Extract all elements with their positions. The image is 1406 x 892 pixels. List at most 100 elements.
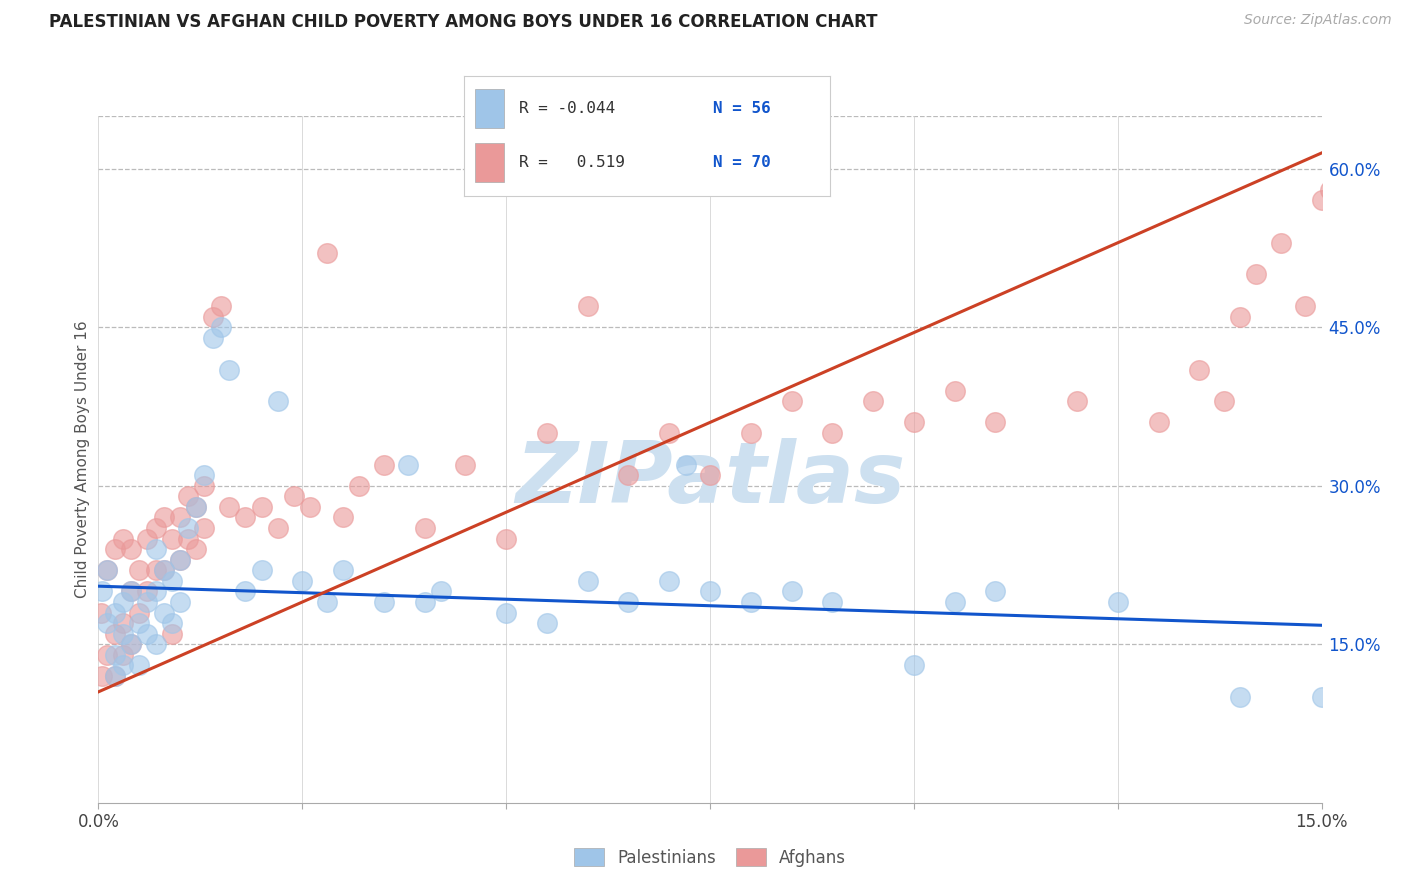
Point bbox=[145, 584, 167, 599]
Point bbox=[413, 521, 436, 535]
Point bbox=[128, 606, 150, 620]
Point bbox=[1229, 310, 1251, 324]
Point bbox=[495, 606, 517, 620]
Text: N = 70: N = 70 bbox=[713, 155, 770, 170]
Point bbox=[430, 584, 453, 599]
Point bbox=[96, 616, 118, 631]
Point bbox=[104, 626, 127, 640]
Point bbox=[315, 595, 337, 609]
Point bbox=[120, 542, 142, 557]
Point bbox=[111, 658, 134, 673]
Text: ZIPatlas: ZIPatlas bbox=[515, 439, 905, 522]
Point bbox=[1188, 362, 1211, 376]
Point bbox=[576, 574, 599, 588]
Point bbox=[152, 606, 174, 620]
Point bbox=[740, 425, 762, 440]
Point bbox=[136, 626, 159, 640]
Point bbox=[169, 510, 191, 524]
FancyBboxPatch shape bbox=[475, 144, 505, 182]
Point bbox=[984, 584, 1007, 599]
Point bbox=[209, 299, 232, 313]
Point bbox=[1246, 268, 1268, 282]
Point bbox=[1212, 394, 1234, 409]
Point bbox=[250, 563, 273, 577]
Point bbox=[169, 595, 191, 609]
Point bbox=[267, 521, 290, 535]
Point bbox=[111, 595, 134, 609]
Point bbox=[233, 510, 256, 524]
Point bbox=[128, 563, 150, 577]
Point bbox=[862, 394, 884, 409]
Point bbox=[1107, 595, 1129, 609]
Point bbox=[780, 394, 803, 409]
Text: PALESTINIAN VS AFGHAN CHILD POVERTY AMONG BOYS UNDER 16 CORRELATION CHART: PALESTINIAN VS AFGHAN CHILD POVERTY AMON… bbox=[49, 13, 877, 31]
Point bbox=[332, 510, 354, 524]
Point bbox=[91, 584, 114, 599]
Point bbox=[160, 574, 183, 588]
Point bbox=[90, 606, 112, 620]
Point bbox=[111, 626, 134, 640]
Point bbox=[903, 416, 925, 430]
Point bbox=[1310, 690, 1333, 705]
Text: R =   0.519: R = 0.519 bbox=[519, 155, 624, 170]
Point bbox=[576, 299, 599, 313]
Point bbox=[111, 648, 134, 662]
Point bbox=[1310, 194, 1333, 208]
Point bbox=[96, 563, 118, 577]
Point bbox=[349, 479, 371, 493]
Point bbox=[536, 616, 558, 631]
Text: R = -0.044: R = -0.044 bbox=[519, 101, 614, 116]
Point bbox=[120, 637, 142, 651]
Legend: Palestinians, Afghans: Palestinians, Afghans bbox=[567, 841, 853, 873]
Point bbox=[111, 532, 134, 546]
Point bbox=[104, 606, 127, 620]
Text: N = 56: N = 56 bbox=[713, 101, 770, 116]
FancyBboxPatch shape bbox=[475, 89, 505, 128]
Point bbox=[145, 563, 167, 577]
Point bbox=[104, 669, 127, 683]
Point bbox=[145, 521, 167, 535]
Point bbox=[186, 500, 208, 514]
Point bbox=[1327, 161, 1350, 176]
Point bbox=[396, 458, 419, 472]
Point bbox=[152, 563, 174, 577]
Point bbox=[177, 521, 200, 535]
Point bbox=[136, 595, 159, 609]
Point bbox=[1147, 416, 1170, 430]
Point bbox=[250, 500, 273, 514]
Point bbox=[617, 468, 640, 483]
Point bbox=[111, 616, 134, 631]
Point bbox=[104, 669, 127, 683]
Point bbox=[267, 394, 290, 409]
Point bbox=[218, 500, 240, 514]
Point bbox=[136, 532, 159, 546]
Point bbox=[193, 468, 215, 483]
Point bbox=[658, 425, 681, 440]
Point bbox=[699, 468, 721, 483]
Point bbox=[104, 542, 127, 557]
Point bbox=[169, 553, 191, 567]
Point bbox=[1294, 299, 1316, 313]
Point bbox=[128, 616, 150, 631]
Point bbox=[128, 658, 150, 673]
Point bbox=[617, 595, 640, 609]
Point bbox=[218, 362, 240, 376]
Point bbox=[104, 648, 127, 662]
Point bbox=[315, 246, 337, 260]
Text: Source: ZipAtlas.com: Source: ZipAtlas.com bbox=[1244, 13, 1392, 28]
Point bbox=[120, 637, 142, 651]
Point bbox=[283, 489, 305, 503]
Point bbox=[160, 616, 183, 631]
Point bbox=[186, 542, 208, 557]
Point bbox=[299, 500, 322, 514]
Point bbox=[201, 310, 224, 324]
Point bbox=[740, 595, 762, 609]
Point bbox=[96, 648, 118, 662]
Point bbox=[145, 637, 167, 651]
Point bbox=[675, 458, 697, 472]
Point bbox=[186, 500, 208, 514]
Point bbox=[821, 595, 844, 609]
Point bbox=[943, 595, 966, 609]
Point bbox=[177, 532, 200, 546]
Point bbox=[209, 320, 232, 334]
